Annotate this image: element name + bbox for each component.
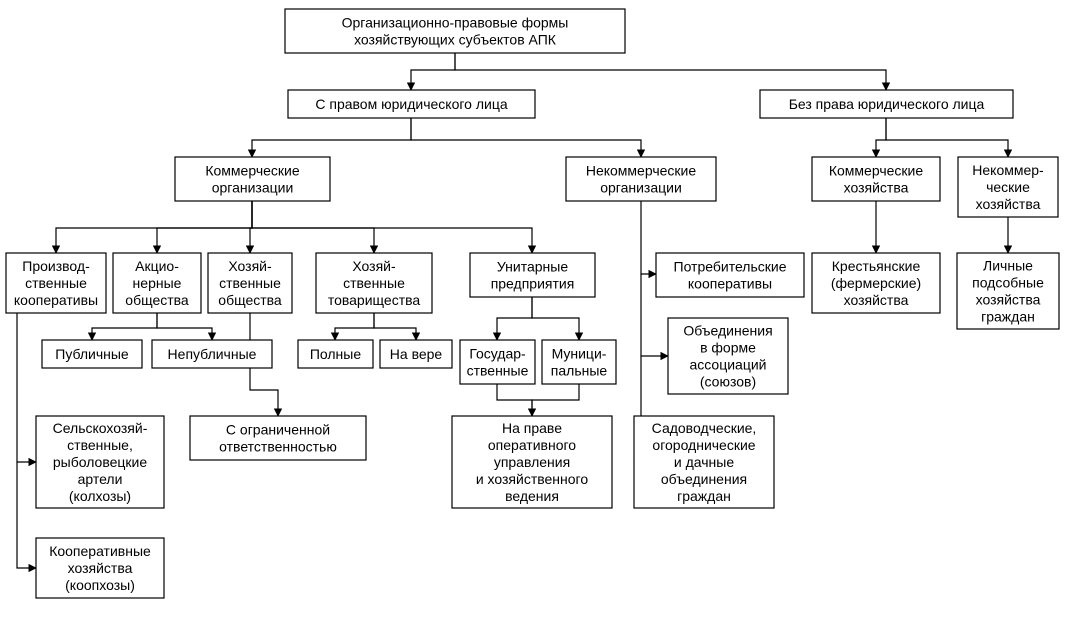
edge [56,201,252,253]
node-full: Полные [298,340,373,368]
node-fermer: Крестьянские(фермерские)хозяйства [812,253,940,313]
node-label: Унитарныепредприятия [491,258,575,291]
node-label: Непубличные [168,346,257,362]
edge [335,313,374,340]
node-pub: Публичные [42,340,142,368]
node-prodcoop: Производ-ственныекооперативы [6,253,106,313]
edge [17,462,36,568]
node-label: Полные [310,346,362,362]
node-gos: Государ-ственные [460,340,535,384]
node-assoc: Объединенияв формеассоциаций(союзов) [668,318,788,394]
node-label: С правом юридического лица [315,96,507,112]
node-ho: Хозяй-ственныеобщества [208,253,292,313]
node-ogranich: С ограниченнойответственностью [190,416,366,460]
edge [532,297,579,340]
node-legal: С правом юридического лица [288,90,535,118]
node-label: С ограниченнойответственностью [219,421,337,454]
node-label: Без права юридического лица [789,96,985,112]
node-label: Производ-ственныекооперативы [14,258,98,308]
node-sad: Садоводческие,огородническиеи дачныеобъе… [634,416,774,508]
edge [641,201,656,274]
edge [532,384,579,416]
node-noncomhoz: Некоммер-ческиехозяйства [958,157,1058,217]
node-label: Организационно-правовые формыхозяйствующ… [342,14,569,47]
node-label: Государ-ственные [467,345,529,378]
node-label: Публичные [55,346,129,362]
node-nonpub: Непубличные [152,340,272,368]
edge [411,53,455,90]
edge [92,313,157,340]
edge [374,313,416,340]
node-artel: Сельскохозяй-ственные,рыболовецкиеартели… [36,416,164,508]
node-label: Потребительскиекооперативы [674,258,787,291]
node-commerc: Коммерческиеорганизации [175,157,330,201]
node-koophoz: Кооперативныехозяйства(коопхозы) [36,538,164,598]
node-potreb: Потребительскиекооперативы [656,253,804,297]
edge [455,53,886,90]
node-label: Некоммерческиеорганизации [586,162,697,195]
edge [157,313,212,340]
edge [252,201,374,253]
edge [411,118,641,157]
node-mun: Муници-пальные [542,340,616,384]
node-nolegal: Без права юридического лица [760,90,1013,118]
node-label: Крестьянские(фермерские)хозяйства [831,258,921,308]
node-label: Муници-пальные [551,345,608,378]
node-lph: Личныеподсобныехозяйстваграждан [957,253,1059,329]
node-label: Коммерческиеорганизации [205,162,299,195]
edge [497,297,532,340]
node-oper: На правеоперативногоуправленияи хозяйств… [452,416,612,508]
node-root: Организационно-правовые формыхозяйствующ… [285,9,625,53]
edge [497,384,532,416]
node-faith: На вере [380,340,452,368]
edge [157,201,252,253]
edge [252,201,532,253]
edge [252,118,411,157]
edge [886,118,1008,157]
edge [876,118,886,157]
node-comhoz: Коммерческиехозяйства [812,157,940,201]
node-ao: Акцио-нерныеобщества [113,253,201,313]
node-ht: Хозяй-ственныетоварищества [316,253,432,313]
node-label: На вере [390,346,443,362]
node-noncommerc: Некоммерческиеорганизации [566,157,716,201]
node-unit: Унитарныепредприятия [470,253,595,297]
